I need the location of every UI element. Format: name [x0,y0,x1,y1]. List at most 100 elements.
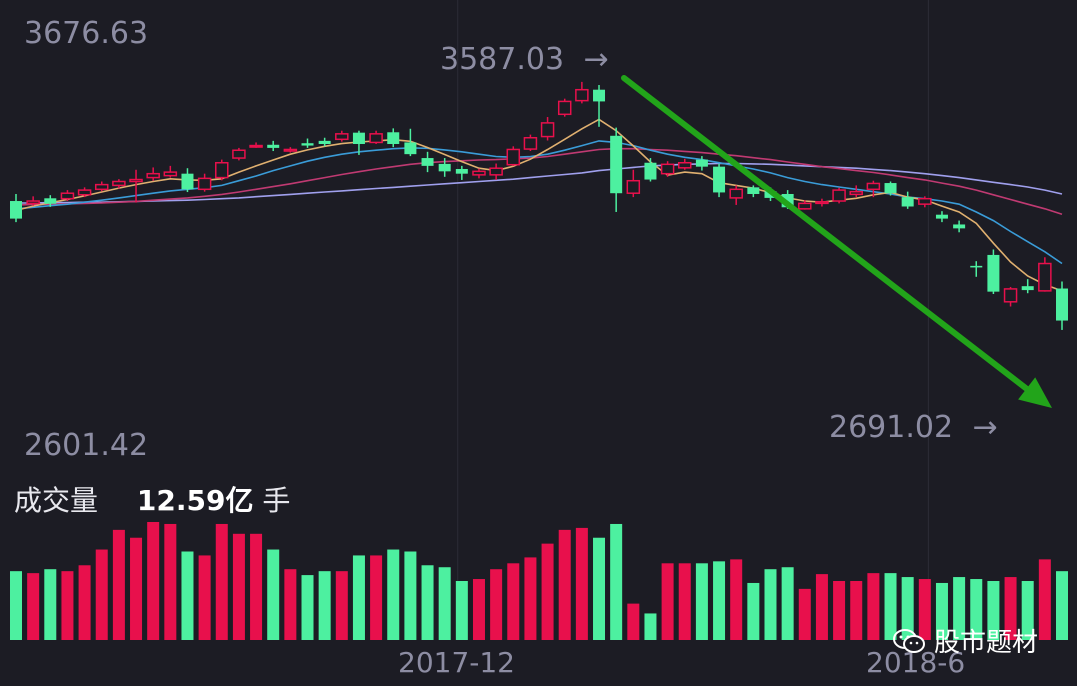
watermark-text: 股市题材 [934,628,1039,658]
volume-bar [438,567,451,640]
candle-body [523,136,538,150]
volume-bar [781,567,794,640]
price-max-label: 3676.63 [24,16,149,51]
candle-body [884,183,897,194]
volume-bar [987,581,1000,640]
volume-bar [850,581,863,640]
volume-bar [455,581,468,640]
candle-body [369,133,383,144]
volume-bar [970,579,983,640]
candle-body [1021,286,1034,291]
volume-bar [318,571,331,640]
volume-bar [335,571,348,640]
volume-bar [404,551,417,640]
volume-bar [764,569,777,640]
volume-bar [935,582,948,640]
candle-body [283,148,298,152]
candle-body [318,140,331,144]
volume-bar [815,574,828,640]
candle-body [575,88,589,102]
volume-bar [78,565,91,640]
volume-bar [695,563,708,640]
volume-bar [301,575,314,640]
candle-body [404,142,417,155]
candle-body [644,162,657,180]
candle-body [421,158,434,166]
candle-body [1055,288,1069,321]
candle-body [798,202,812,210]
candles [9,81,1069,330]
candle-body [610,135,623,194]
candle-body [44,198,57,204]
volume-bar [490,569,503,640]
volume-bar [130,537,143,640]
candle-body [197,177,212,191]
volume-bar [215,523,228,640]
candle-body [489,167,503,176]
candle-body [112,180,126,187]
volume-unit: 手 [262,484,291,517]
candle-body [918,197,932,205]
volume-title: 成交量 12.59亿 手 [14,479,290,519]
volume-bar [284,569,297,640]
volume-bar [181,551,194,640]
candle-body [729,188,743,199]
volume-bar [953,577,966,640]
trend-arrow [621,75,1052,408]
volume-bar [833,581,846,640]
candle-body [438,163,451,172]
volume-bar [95,549,108,640]
candle-body [832,189,846,202]
volume-bar [575,527,588,640]
candle-body [1003,288,1018,303]
candle-body [249,144,263,148]
ma60-line [16,162,1063,204]
candle-body [866,182,881,191]
low-arrow-icon: → [972,410,998,445]
volume-bar [352,555,365,640]
peak-annotation: 3587.03 → [440,42,609,77]
volume-bar [507,563,520,640]
volume-label: 成交量 [14,484,99,517]
volume-bar [730,559,743,640]
candle-body [593,89,606,102]
volume-bar [421,565,434,640]
volume-bar [867,573,880,640]
candle-body [815,201,829,205]
candle-body [352,132,365,144]
volume-bar [44,569,57,640]
volume-value: 12.59亿 [136,484,254,517]
volume-bar [593,537,606,640]
candle-body [455,168,468,174]
low-annotation: 2691.02 → [829,410,998,445]
volume-bar [918,579,931,640]
volume-bar [1021,581,1034,640]
price-min-label: 2601.42 [24,428,149,463]
volume-bar [798,588,811,640]
volume-bar [1004,577,1017,640]
volume-bar [541,543,554,640]
candle-body [129,178,143,183]
trend-arrow-shaft [621,75,1039,399]
volume-bar [884,573,897,640]
volume-bar [524,557,537,640]
ma20-line [15,147,1063,216]
volume-bar [9,571,23,640]
candle-body [60,192,75,200]
volume-bar [387,549,400,640]
candle-body [301,143,314,146]
candle-body [94,183,109,191]
candle-body [146,172,160,179]
volume-bar [747,582,760,640]
watermark: 股市题材 [892,622,1038,659]
candle-body [935,214,948,219]
candle-body [77,189,92,196]
wechat-icon [893,628,925,653]
volume-bar [1055,571,1069,640]
candle-body [713,166,726,193]
candle-body [747,187,760,194]
candle-body [387,132,400,144]
volume-bar [164,523,177,640]
volume-bar [61,571,74,640]
